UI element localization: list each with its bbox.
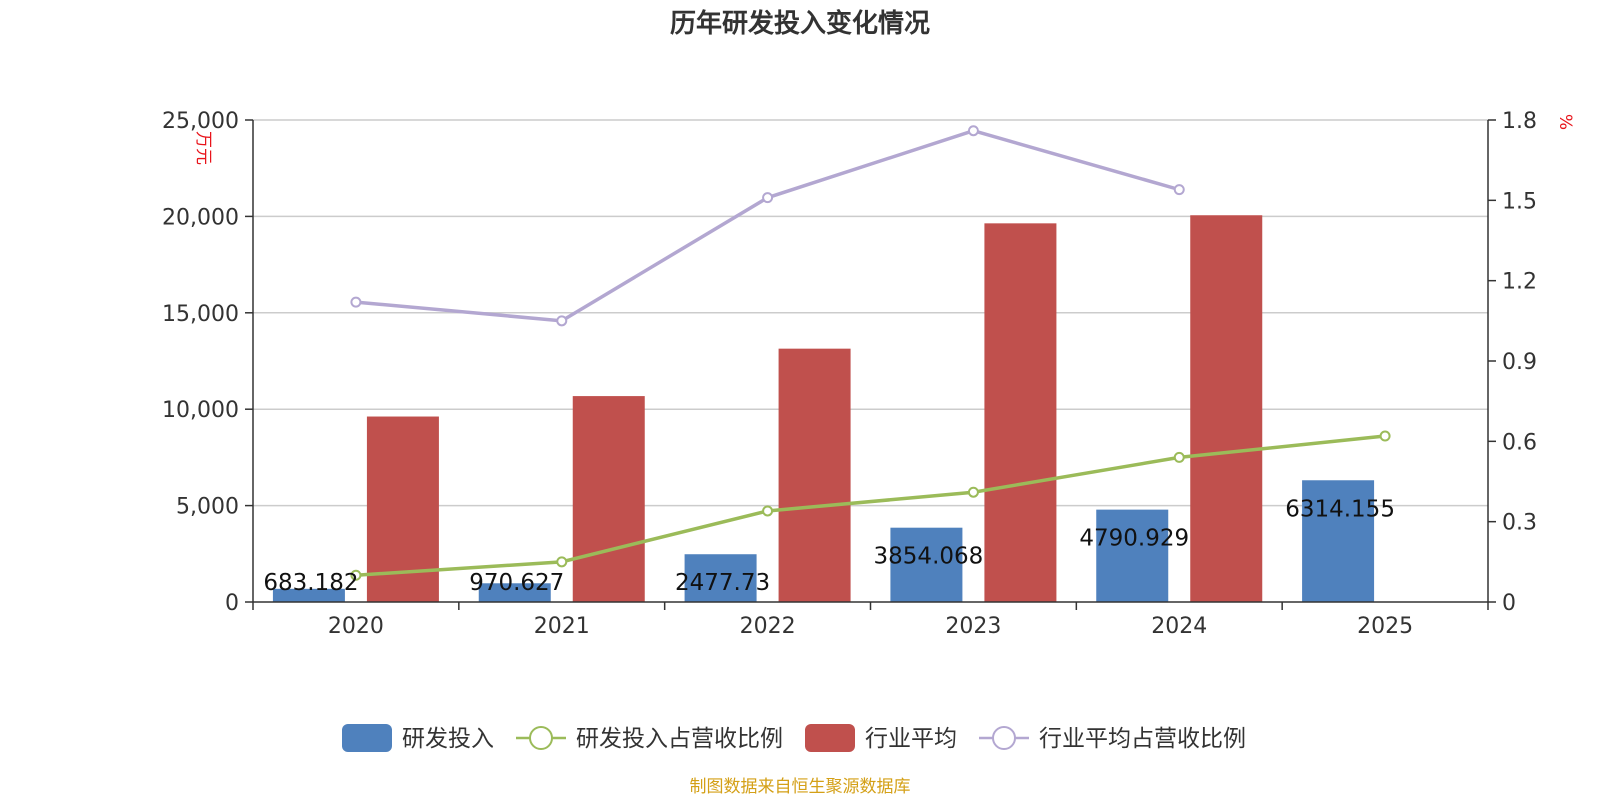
x-tick-label: 2025: [1357, 614, 1413, 639]
legend-label: 研发投入: [402, 726, 494, 752]
left-tick-label: 25,000: [162, 109, 239, 134]
bar-行业平均: [984, 223, 1057, 602]
point-行业平均占营收比例: [350, 296, 362, 308]
legend-swatch-行业平均: [805, 724, 855, 752]
right-tick-label: 0.9: [1502, 350, 1537, 375]
legend: 研发投入 研发投入占营收比例 行业平均 行业平均占营收比例: [342, 724, 1246, 752]
right-tick-label: 1.2: [1502, 270, 1537, 295]
left-tick-label: 0: [225, 591, 239, 616]
x-tick-label: 2023: [945, 614, 1001, 639]
bar-layer: [272, 215, 1375, 602]
left-axis-unit: 万元: [193, 131, 213, 165]
legend-marker-行业平均占营收比例: [992, 726, 1016, 750]
bar-data-label: 2477.73: [675, 570, 770, 596]
left-tick-label: 15,000: [162, 302, 239, 327]
left-tick-label: 20,000: [162, 205, 239, 230]
bar-研发投入: [272, 588, 345, 602]
source-note: 制图数据来自恒生聚源数据库: [690, 777, 911, 797]
point-行业平均占营收比例: [556, 315, 568, 327]
bar-研发投入: [890, 527, 963, 602]
bar-data-label: 4790.929: [1079, 526, 1189, 552]
point-研发投入占营收比例: [556, 556, 568, 568]
point-行业平均占营收比例: [762, 192, 774, 204]
point-研发投入占营收比例: [762, 505, 774, 517]
line-研发投入占营收比例: [355, 434, 1386, 577]
data-labels: 683.182 970.627 2477.73 3854.068 4790.929 631…: [263, 496, 1395, 596]
x-tick-label: 2021: [534, 614, 590, 639]
legend-label: 行业平均: [865, 726, 957, 752]
right-tick-label: 0.6: [1502, 430, 1537, 455]
axes: 0 5,000 10,000 15,000 20,000 25,000 0 0.3 0.6 0.9…: [162, 109, 1537, 639]
point-研发投入占营收比例: [1173, 451, 1185, 463]
bar-data-label: 683.182: [263, 570, 358, 596]
x-tick-label: 2022: [740, 614, 796, 639]
legend-swatch-研发投入: [342, 724, 392, 752]
bar-研发投入: [1302, 480, 1375, 602]
bar-行业平均: [572, 396, 645, 602]
point-研发投入占营收比例: [1379, 430, 1391, 442]
x-tick-label: 2024: [1151, 614, 1207, 639]
left-tick-label: 5,000: [176, 495, 239, 520]
legend-label: 研发投入占营收比例: [576, 726, 783, 752]
line-layer: [350, 125, 1391, 581]
bar-研发投入: [478, 583, 551, 602]
bar-行业平均: [778, 348, 851, 602]
bar-data-label: 6314.155: [1285, 496, 1395, 522]
chart-title: 历年研发投入变化情况: [670, 8, 930, 39]
legend-marker-研发投入占营收比例: [529, 726, 553, 750]
bar-data-label: 3854.068: [874, 544, 984, 570]
point-行业平均占营收比例: [967, 125, 979, 137]
right-tick-label: 0.3: [1502, 511, 1537, 536]
bar-研发投入: [1096, 509, 1169, 602]
bar-行业平均: [1190, 215, 1263, 602]
point-研发投入占营收比例: [967, 486, 979, 498]
legend-label: 行业平均占营收比例: [1039, 726, 1246, 752]
point-行业平均占营收比例: [1173, 184, 1185, 196]
right-tick-label: 0: [1502, 591, 1516, 616]
right-axis-unit: %: [1555, 114, 1575, 130]
left-tick-label: 10,000: [162, 398, 239, 423]
bar-data-label: 970.627: [469, 570, 564, 596]
right-tick-label: 1.5: [1502, 189, 1537, 214]
x-tick-label: 2020: [328, 614, 384, 639]
point-研发投入占营收比例: [350, 569, 362, 581]
right-tick-label: 1.8: [1502, 109, 1537, 134]
bar-研发投入: [684, 554, 757, 602]
